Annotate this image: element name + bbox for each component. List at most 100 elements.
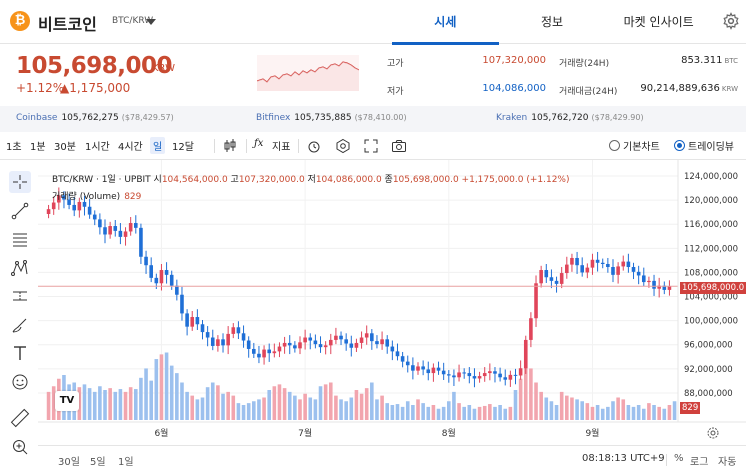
alert-icon[interactable]	[306, 138, 322, 154]
interval-1h[interactable]: 1시간	[85, 142, 110, 153]
candle-body	[46, 209, 51, 214]
interval-12mo[interactable]: 12달	[172, 142, 194, 153]
candle-body	[87, 206, 92, 215]
volume-bar	[159, 354, 164, 420]
volume-bar	[298, 399, 302, 420]
candle-body	[287, 342, 292, 346]
candle-body	[513, 374, 518, 376]
volume-bar	[570, 397, 574, 420]
volume-bar	[518, 378, 523, 420]
candle-body	[103, 227, 107, 235]
tab-info[interactable]: 정보	[540, 15, 564, 29]
tradingview-logo: TV	[55, 391, 79, 411]
interval-30m[interactable]: 30분	[54, 142, 76, 153]
candle-body	[62, 195, 66, 200]
volume-bar	[370, 382, 374, 420]
auto-toggle[interactable]: 자동	[718, 457, 737, 468]
volume-bar	[446, 401, 451, 420]
settings-hexagon-icon[interactable]	[335, 138, 351, 154]
candle-body	[246, 340, 251, 349]
candle-body	[210, 337, 215, 346]
volume-bar	[411, 405, 415, 420]
brush-icon[interactable]	[9, 314, 31, 336]
camera-icon[interactable]	[391, 138, 407, 154]
volume-bar	[416, 399, 420, 420]
interval-1m[interactable]: 1분	[30, 142, 46, 153]
exchange-bitfinex[interactable]: Bitfinex 105,735,885 ($78,410.00)	[256, 113, 407, 123]
tab-market-insight[interactable]: 마켓 인사이트	[623, 15, 694, 29]
fullscreen-icon[interactable]	[363, 138, 379, 154]
percent-toggle[interactable]: %	[674, 453, 684, 464]
exchange-coinbase[interactable]: Coinbase 105,762,275 ($78,429.57)	[16, 113, 174, 123]
high-label: 고가	[387, 59, 404, 69]
text-tool-icon[interactable]	[9, 342, 31, 364]
header: ₿ 비트코인 BTC/KRW 시세 정보 마켓 인사이트	[0, 0, 746, 45]
candlestick-type-icon[interactable]	[222, 138, 238, 154]
candle-body	[493, 371, 497, 374]
basic-chart-label[interactable]: 기본차트	[623, 142, 660, 153]
candle-body	[113, 226, 118, 231]
crosshair-icon[interactable]	[9, 171, 31, 193]
indicator-button[interactable]: 지표	[272, 142, 291, 153]
volume-bar	[282, 388, 287, 420]
candle-body	[616, 266, 620, 275]
candle-body	[441, 370, 446, 375]
interval-1s[interactable]: 1초	[6, 142, 22, 153]
exchange-kraken[interactable]: Kraken 105,762,720 ($78,429.90)	[496, 113, 644, 123]
candle-body	[190, 317, 195, 327]
volume-bar	[544, 397, 549, 420]
pair-dropdown-caret-icon[interactable]	[146, 19, 156, 25]
volume-bar	[395, 404, 400, 420]
gear-icon[interactable]	[722, 12, 740, 30]
candle-body	[452, 375, 456, 378]
y-tick-label: 104,000,000	[684, 293, 738, 303]
trendline-icon[interactable]	[9, 200, 31, 222]
candle-body	[277, 346, 282, 352]
candle-body	[308, 337, 313, 341]
tab-price[interactable]: 시세	[392, 0, 499, 45]
volume-bar	[657, 406, 661, 420]
volume-bar	[631, 406, 636, 420]
measure-icon[interactable]	[9, 285, 31, 307]
range-30d[interactable]: 30일	[58, 457, 80, 468]
basic-chart-radio[interactable]	[609, 140, 620, 151]
y-tick-label: 120,000,000	[684, 196, 738, 206]
log-toggle[interactable]: 로그	[690, 457, 709, 468]
zoom-in-icon[interactable]	[9, 436, 31, 458]
legend-high: 107,320,000.0	[238, 175, 305, 185]
candle-body	[457, 372, 461, 378]
range-1d[interactable]: 1일	[118, 457, 134, 468]
tradingview-radio[interactable]	[674, 140, 685, 151]
ruler-icon[interactable]	[9, 407, 31, 429]
emoji-icon[interactable]	[9, 371, 31, 393]
legend-high-label: 고	[230, 175, 239, 185]
candle-body	[472, 376, 477, 379]
volume-bar	[641, 408, 646, 420]
y-tick-label: 92,000,000	[684, 365, 733, 375]
candle-body	[411, 365, 415, 371]
function-icon[interactable]: ƒx	[254, 138, 264, 149]
pattern-icon[interactable]	[9, 257, 31, 279]
candle-body	[226, 333, 230, 346]
turnover-24h-label: 거래대금(24H)	[559, 87, 618, 97]
interval-4h[interactable]: 4시간	[118, 142, 143, 153]
horizontal-lines-icon[interactable]	[9, 228, 31, 250]
price-chart[interactable]: 124,000,000 120,000,000 116,000,000 112,000…	[38, 160, 746, 445]
turnover-24h-value: 90,214,889,636 KRW	[640, 83, 738, 94]
candle-body	[390, 346, 395, 352]
candle-body	[539, 270, 543, 284]
range-5d[interactable]: 5일	[90, 457, 106, 468]
chart-settings-icon[interactable]	[706, 426, 720, 440]
candle-body	[611, 267, 615, 275]
tradingview-label[interactable]: 트레이딩뷰	[688, 142, 734, 153]
volume-bar	[318, 386, 323, 420]
bitcoin-logo-icon: ₿	[10, 11, 30, 31]
interval-1d[interactable]: 일	[150, 137, 166, 154]
volume-bar	[498, 405, 502, 420]
legend-title: BTC/KRW · 1일 · UPBIT	[52, 175, 151, 185]
candle-body	[534, 283, 538, 319]
drawing-tools	[0, 160, 38, 460]
volume-bar	[323, 384, 328, 420]
volume-bar	[359, 393, 364, 420]
candle-body	[216, 339, 220, 346]
